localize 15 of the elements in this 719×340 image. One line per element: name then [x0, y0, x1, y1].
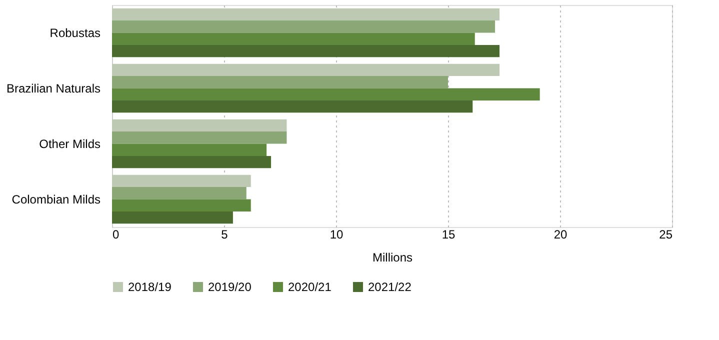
x-tick-label: 25 [659, 228, 673, 242]
y-tick-label: Colombian Milds [12, 192, 100, 206]
y-tick-label: Robustas [50, 26, 100, 40]
legend-label: 2021/22 [368, 280, 412, 294]
x-axis-title: Millions [372, 250, 413, 264]
x-tick-label: 0 [112, 228, 120, 242]
y-tick-label: Brazilian Naturals [6, 81, 100, 96]
x-tick-label: 20 [554, 228, 568, 242]
legend-label: 2018/19 [128, 280, 172, 294]
legend-label: 2020/21 [288, 280, 332, 294]
x-tick-label: 15 [442, 228, 456, 242]
y-tick-label: Other Milds [39, 136, 100, 151]
legend-label: 2019/20 [208, 280, 252, 294]
x-tick-label: 5 [221, 228, 228, 242]
x-tick-label: 10 [330, 228, 344, 242]
